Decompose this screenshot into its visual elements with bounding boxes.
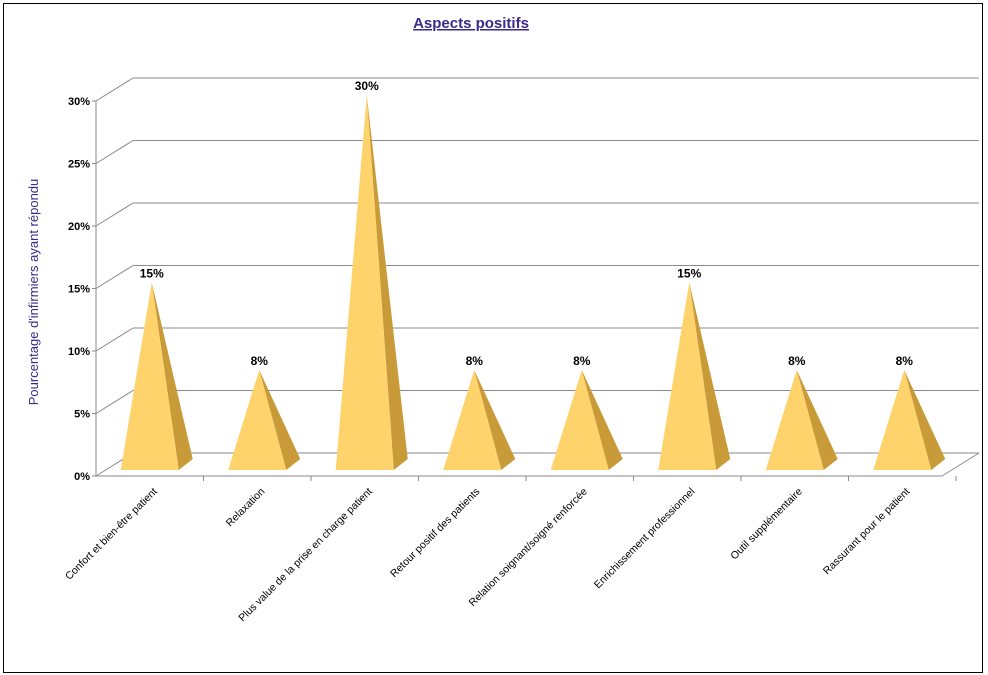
x-category-label: Outil supplémentaire <box>728 486 805 563</box>
x-category-label: Retour positif des patients <box>388 486 482 580</box>
pyramid-side-face <box>904 370 946 470</box>
y-tick-label: 25% <box>68 159 90 171</box>
x-category-label: Relation soignant/soigné renforcée <box>467 486 590 609</box>
data-labels: 15% 8% 30% 8% 8% 15% 8% 8% <box>140 79 914 368</box>
gridline-diagonal <box>95 140 134 164</box>
chart-canvas: Aspects positifs 0% 5% 10% 15% 20% 25% 30% 15%… <box>26 15 980 625</box>
pyramid-bar <box>658 282 731 470</box>
pyramid-front-face <box>765 370 824 470</box>
data-label: 30% <box>355 79 379 93</box>
pyramid-side-face <box>474 370 516 470</box>
pyramid-front-face <box>873 370 932 470</box>
pyramid-front-face <box>335 95 394 470</box>
pyramid-bar <box>443 370 516 470</box>
pyramid-front-face <box>550 370 609 470</box>
pyramid-bar <box>120 282 193 470</box>
chart-frame: Aspects positifs 0% 5% 10% 15% 20% 25% 30% 15%… <box>3 3 983 673</box>
x-category-label: Enrichissement professionnel <box>592 486 697 591</box>
pyramid-bars <box>120 95 946 470</box>
y-axis-ticks: 0% 5% 10% 15% 20% 25% 30% <box>68 96 90 483</box>
pyramid-side-face <box>366 95 408 470</box>
pyramid-side-face <box>581 370 623 470</box>
pyramid-front-face <box>658 282 717 470</box>
data-label: 8% <box>251 354 269 368</box>
pyramid-bar <box>228 370 301 470</box>
gridline-diagonal <box>95 202 134 227</box>
gridline-diagonal <box>95 390 134 414</box>
y-tick-label: 10% <box>68 346 90 358</box>
data-label: 8% <box>466 354 484 368</box>
y-tick-label: 30% <box>68 96 90 108</box>
pyramid-front-face <box>228 370 287 470</box>
data-label: 15% <box>140 267 164 281</box>
pyramid-bar <box>873 370 946 470</box>
y-tick-label: 15% <box>68 284 90 296</box>
gridline-diagonal <box>95 265 134 289</box>
pyramid-front-face <box>120 282 179 470</box>
pyramid-bar <box>765 370 838 470</box>
gridline-diagonal <box>95 327 134 352</box>
y-tick-label: 20% <box>68 221 90 233</box>
x-category-label: Rassurant pour le patient <box>821 486 913 578</box>
pyramid-bar <box>335 95 408 470</box>
data-label: 8% <box>573 354 591 368</box>
y-tick-label: 5% <box>74 409 90 421</box>
pyramid-bar <box>550 370 623 470</box>
y-tick-label: 0% <box>74 471 90 483</box>
gridline-diagonal <box>95 77 134 102</box>
pyramid-side-face <box>151 282 193 470</box>
pyramid-side-face <box>796 370 838 470</box>
x-category-label: Confort et bien-être patient <box>63 486 160 583</box>
x-axis-categories: Confort et bien-être patient RelaxationPl… <box>63 486 912 625</box>
y-axis-label: Pourcentage d'infirmiers ayant répondu <box>26 179 41 406</box>
data-label: 8% <box>788 354 806 368</box>
pyramid-front-face <box>443 370 502 470</box>
pyramid-side-face <box>259 370 301 470</box>
data-label: 8% <box>896 354 914 368</box>
gridlines <box>92 77 980 481</box>
x-category-label: Plus value de la prise en charge patient <box>236 486 375 625</box>
x-category-label: Relaxation <box>224 486 268 530</box>
floor-edge <box>941 452 980 477</box>
pyramid-side-face <box>689 282 731 470</box>
chart-title: Aspects positifs <box>413 15 529 32</box>
data-label: 15% <box>677 267 701 281</box>
